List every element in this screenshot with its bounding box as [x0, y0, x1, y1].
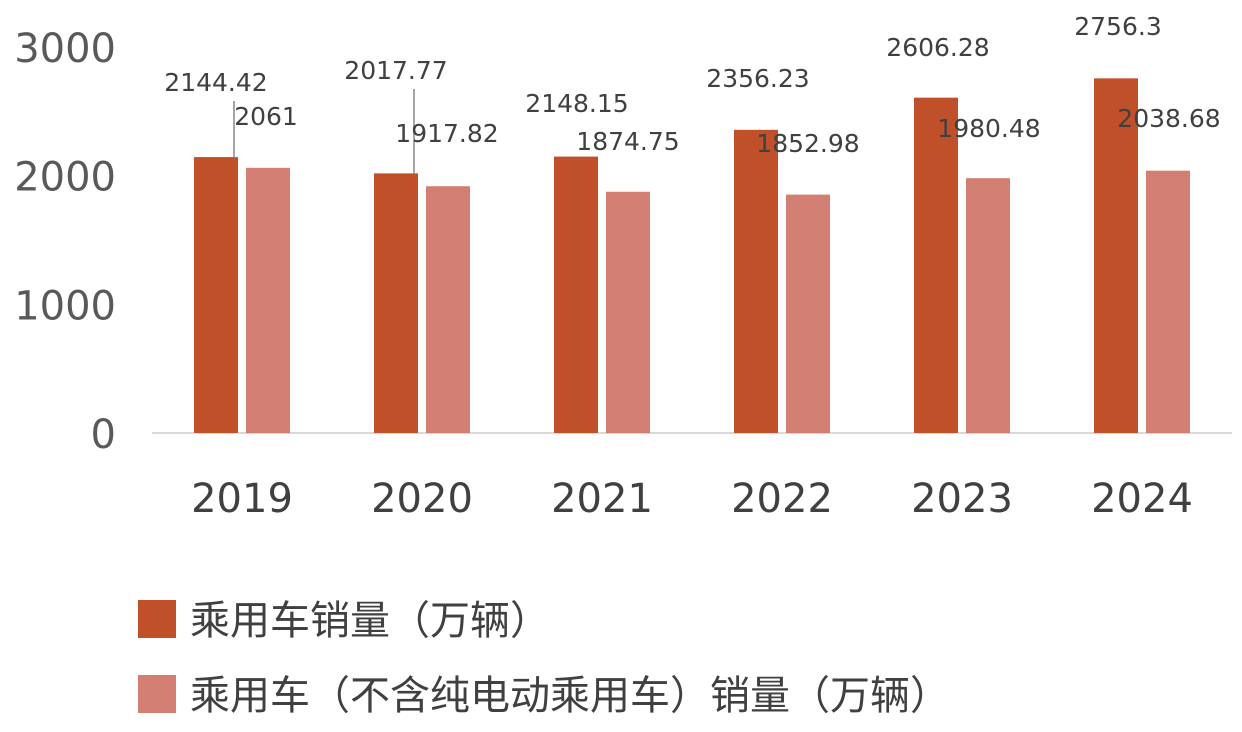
data-label-s2-2021: 1874.75 — [576, 127, 679, 156]
legend-swatch-2 — [138, 675, 176, 713]
bar-s2-2021 — [606, 191, 650, 433]
data-label-s2-2022: 1852.98 — [756, 129, 859, 158]
bar-s1-2020 — [374, 173, 418, 434]
data-label-s1-2021: 2148.15 — [525, 89, 628, 118]
data-label-s1-2022: 2356.23 — [706, 64, 809, 93]
y-axis: 0 1000 2000 3000 — [14, 26, 116, 458]
bar-s2-2023 — [966, 178, 1010, 433]
leader-lines — [233, 89, 415, 174]
data-label-s1-2023: 2606.28 — [886, 33, 989, 62]
bars — [194, 78, 1190, 434]
bar-s1-2024 — [1094, 78, 1138, 433]
x-tick-label-2019: 2019 — [191, 476, 293, 522]
data-label-s2-2024: 2038.68 — [1117, 104, 1220, 133]
legend-label-1: 乘用车销量（万辆） — [190, 598, 550, 644]
bar-s2-2022 — [786, 194, 830, 433]
data-label-s2-2020: 1917.82 — [395, 119, 498, 148]
bar-s2-2020 — [426, 186, 470, 433]
x-tick-label-2020: 2020 — [371, 476, 473, 522]
x-tick-label-2022: 2022 — [731, 476, 833, 522]
x-tick-label-2024: 2024 — [1091, 476, 1193, 522]
bar-s2-2019 — [246, 167, 290, 433]
y-tick-label-2000: 2000 — [14, 155, 116, 201]
y-tick-label-1000: 1000 — [14, 283, 116, 329]
x-axis: 2019 2020 2021 2022 2023 2024 — [152, 432, 1232, 522]
data-label-s1-2020: 2017.77 — [344, 56, 447, 85]
data-label-s1-2024: 2756.3 — [1074, 12, 1161, 41]
bar-s1-2019 — [194, 157, 238, 433]
bar-s2-2024 — [1146, 170, 1190, 434]
data-label-s1-2019: 2144.42 — [164, 68, 267, 97]
bar-s1-2021 — [554, 156, 598, 433]
x-tick-label-2021: 2021 — [551, 476, 653, 522]
data-label-s2-2019: 2061 — [234, 102, 298, 131]
bar-s1-2023 — [914, 97, 958, 434]
y-tick-label-0: 0 — [91, 412, 116, 458]
bar-s1-2022 — [734, 129, 778, 434]
legend-swatch-1 — [138, 600, 176, 638]
legend-label-2: 乘用车（不含纯电动乘用车）销量（万辆） — [190, 673, 950, 719]
y-tick-label-3000: 3000 — [14, 26, 116, 72]
data-labels: 2144.42 2017.77 2148.15 2356.23 2606.28 2756.… — [164, 12, 1220, 158]
legend: 乘用车销量（万辆） 乘用车（不含纯电动乘用车）销量（万辆） — [138, 598, 950, 719]
data-label-s2-2023: 1980.48 — [937, 114, 1040, 143]
x-tick-label-2023: 2023 — [911, 476, 1013, 522]
